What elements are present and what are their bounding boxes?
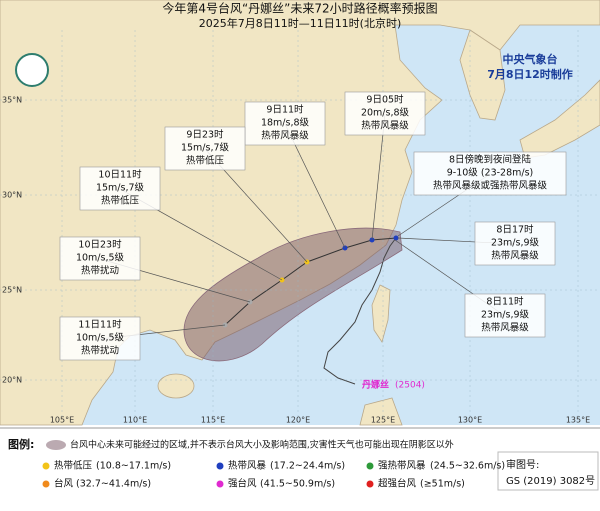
callout-text: 热带低压 [186,155,225,167]
footer-code: GS (2019) 3082号 [506,475,595,487]
callout-box [464,293,546,338]
callout-box [244,101,326,146]
lon-label: 120°E [286,416,310,425]
track-point [393,235,399,241]
callout-text: 热带风暴级 [261,130,309,142]
legend-name: 超强台风 [378,478,417,490]
storm-name: 丹娜丝 [362,379,389,391]
callout-text: 10日23时 [78,239,122,251]
lon-label: 115°E [201,416,225,425]
callout-text: 热带扰动 [81,345,119,357]
legend-range: (10.8~17.1m/s) [96,461,171,472]
logo [15,53,49,87]
lat-label: 30°N [2,191,22,200]
callout-text: 20m/s,8级 [361,107,410,119]
callout-text: 热带扰动 [81,265,119,277]
callout-text: 23m/s,9级 [491,237,540,249]
legend-range: (32.7~41.4m/s) [76,479,151,490]
callout-box [79,166,161,211]
callout-text: 18m/s,8级 [261,117,310,129]
callout-text: 热带风暴级 [481,322,529,334]
callout-text: 10m/s,5级 [76,252,125,264]
issued: 7月8日12时制作 [487,67,573,81]
storm-id: (2504) [395,381,425,391]
legend-cone [46,440,66,450]
lon-label: 125°E [371,416,395,425]
lon-label: 135°E [566,416,590,425]
lat-label: 25°N [2,286,22,295]
title: 今年第4号台风“丹娜丝”未来72小时路径概率预报图 [162,1,437,16]
legend-symbol [42,462,50,470]
legend-range: (41.5~50.9m/s) [260,479,335,490]
callout-text: 10m/s,5级 [76,332,125,344]
callout-text: 9-10级 (23-28m/s) [447,167,534,179]
legend-name: 热带低压 [54,460,93,472]
callout-text: 热带风暴级 [361,120,409,132]
callouts: 9日05时20m/s,8级热带风暴级9日11时18m/s,8级热带风暴级9日23… [59,91,567,361]
legend-cone-note: 台风中心未来可能经过的区域,并不表示台风大小及影响范围,灾害性天气也可能出现在阴… [70,439,454,451]
lon-label: 110°E [123,416,147,425]
legend: 图例: 台风中心未来可能经过的区域,并不表示台风大小及影响范围,灾害性天气也可能出… [8,437,505,490]
callout-text: 15m/s,7级 [96,182,145,194]
footer-box [497,451,599,491]
callout-text: 热带风暴级或强热带风暴级 [433,180,548,192]
legend-name: 热带风暴 [228,460,267,472]
past-track [323,237,397,385]
hainan [157,373,195,399]
lon-label: 130°E [458,416,482,425]
legend-name: 强热带风暴 [378,460,426,472]
legend-name: 台风 [54,478,74,490]
legend-symbol [42,480,50,488]
callout-text: 8日11时 [486,296,524,308]
callout-text: 15m/s,7级 [181,142,230,154]
lon-label: 105°E [50,416,74,425]
legend-range: (24.5~32.6m/s) [430,461,505,472]
callout-text: 10日11时 [98,169,142,181]
legend-symbol [216,462,224,470]
legend-heading: 图例: [8,437,34,451]
callout-box [59,236,141,281]
callout-text: 8日傍晚到夜间登陆 [449,154,532,166]
legend-name: 强台风 [228,478,257,490]
legend-symbol [366,480,374,488]
callout-box [164,126,246,171]
lat-label: 35°N [2,96,22,105]
probability-cone [183,227,403,362]
footer-label: 审图号: [506,458,539,471]
lat-label: 20°N [2,376,22,385]
map-labels: 105°E 110°E 115°E 120°E 125°E 130°E 135°E 35°N 3… [0,30,600,425]
callout-text: 11日11时 [78,319,122,331]
subtitle: 2025年7月8日11时—11日11时(北京时) [199,16,402,30]
callout-box [474,221,556,266]
korea [459,29,506,121]
callout-box [59,316,141,361]
callout-text: 8日17时 [496,224,534,236]
callout-text: 23m/s,9级 [481,309,530,321]
callout-text: 9日11时 [266,104,304,116]
callout-text: 热带低压 [101,195,140,207]
legend-symbol [366,462,374,470]
callout-box [413,151,567,196]
agency: 中央气象台 [503,52,558,66]
legend-range: (≥51m/s) [420,479,465,490]
callout-text: 9日05时 [366,94,404,106]
legend-range: (17.2~24.4m/s) [270,461,345,472]
callout-box [344,91,426,136]
callout-text: 热带风暴级 [491,250,539,262]
legend-symbol [216,480,224,488]
callout-text: 9日23时 [186,129,224,141]
